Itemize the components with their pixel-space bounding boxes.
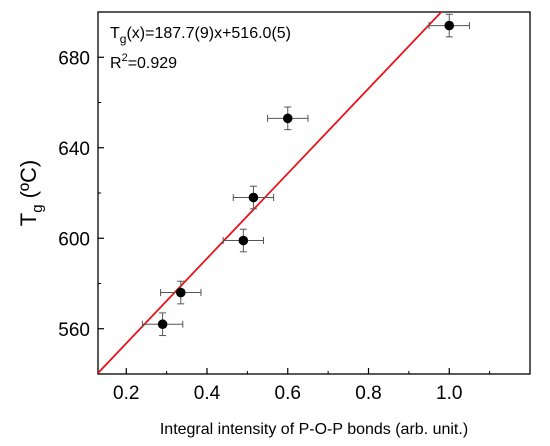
annotation-equation: Tg(x)=187.7(9)x+516.0(5) [110,25,291,46]
x-tick-label: 0.4 [194,383,221,404]
data-point [141,312,184,337]
y-tick-label: 600 [58,229,90,250]
y-tick-label: 640 [58,139,90,160]
x-tick-label: 0.2 [113,383,139,404]
data-point [428,13,470,38]
y-axis-title-sub: g [29,204,46,212]
y-tick-label: 560 [58,320,90,341]
annotation-r2: R2=0.929 [110,52,177,72]
point-marker [157,319,168,330]
point-marker [238,235,249,246]
data-point [232,185,275,210]
y-ticks: 560 600 640 680 [58,11,104,341]
x-tick-label: 0.8 [355,383,381,404]
data-point [160,280,202,305]
fit-layer [98,12,443,374]
point-marker [282,113,293,124]
y-axis-title: Tg (ºC) [16,160,46,226]
data-point [267,106,309,131]
fit-line [98,12,443,374]
points-layer [141,13,470,337]
x-ticks: 0.2 0.4 0.6 0.8 1.0 [113,368,491,404]
y-tick-label: 680 [58,48,90,69]
x-tick-label: 0.6 [275,383,301,404]
point-marker [444,20,455,31]
annotation-equation-sub: g [120,32,127,46]
x-tick-label: 1.0 [436,383,462,404]
annotation-r2-sup: 2 [122,52,128,64]
x-axis-title: Integral intensity of P-O-P bonds (arb. … [160,421,468,438]
point-marker [175,287,186,298]
point-marker [248,192,259,203]
data-point [222,228,265,253]
